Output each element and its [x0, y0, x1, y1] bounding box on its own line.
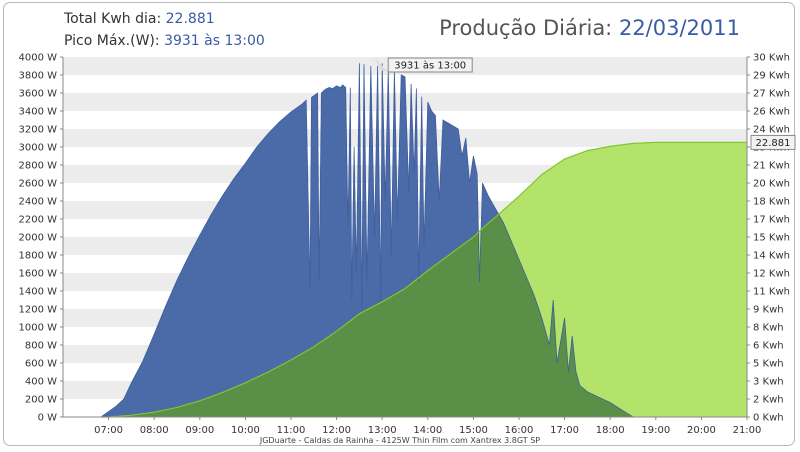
power-series-line [100, 63, 634, 418]
x-tick-label: 21:00 [733, 425, 762, 436]
y-right-tick-label: 14 Kwh [753, 251, 790, 262]
total-kwh-label: Total Kwh dia: [64, 11, 162, 27]
y-left-tick-label: 2800 W [18, 161, 57, 172]
y-left-tick-label: 1400 W [18, 287, 57, 298]
peak-tooltip-label: 3931 às 13:00 [394, 60, 466, 72]
y-right-tick-label: 6 Kwh [753, 341, 784, 352]
y-right-tick-label: 8 Kwh [753, 323, 784, 334]
y-left-tick-label: 800 W [25, 341, 57, 352]
y-right-ticks: 0 Kwh 2 Kwh 3 Kwh 5 Kwh 6 Kwh 8 Kwh 9 Kwh 11 Kw… [747, 53, 790, 424]
y-left-tick-label: 400 W [25, 377, 57, 388]
y-left-tick-label: 1800 W [18, 251, 57, 262]
x-tick-label: 19:00 [641, 425, 670, 436]
y-right-tick-label: 17 Kwh [753, 215, 790, 226]
x-axis-ticks: 07:00 08:00 09:00 10:00 11:00 12:00 13:00 14:00… [94, 417, 761, 436]
y-left-tick-label: 2600 W [18, 179, 57, 190]
y-left-tick-label: 600 W [25, 359, 57, 370]
x-tick-label: 11:00 [277, 425, 306, 436]
y-right-tick-label: 5 Kwh [753, 359, 784, 370]
peak-tooltip-box [387, 57, 473, 73]
y-left-tick-label: 3000 W [18, 143, 57, 154]
y-left-tick-label: 1200 W [18, 305, 57, 316]
x-tick-label: 16:00 [505, 425, 534, 436]
x-tick-label: 14:00 [413, 425, 442, 436]
y-left-tick-label: 1000 W [18, 323, 57, 334]
y-right-tick-label: 26 Kwh [753, 107, 790, 118]
x-tick-label: 08:00 [140, 425, 169, 436]
y-right-tick-label: 30 Kwh [753, 53, 790, 64]
x-tick-label: 10:00 [231, 425, 260, 436]
total-energy-tag-label: 22.881 [756, 138, 791, 149]
y-left-tick-label: 3600 W [18, 89, 57, 100]
y-left-tick-label: 3200 W [18, 125, 57, 136]
y-right-tick-label: 20 Kwh [753, 179, 790, 190]
y-right-tick-label: 15 Kwh [753, 233, 790, 244]
x-tick-label: 18:00 [596, 425, 625, 436]
y-right-tick-label: 11 Kwh [753, 287, 790, 298]
chart-title-label: Produção Diária: [439, 16, 613, 40]
y-right-tick-label: 12 Kwh [753, 269, 790, 280]
y-right-tick-label: 21 Kwh [753, 161, 790, 172]
y-left-tick-label: 3400 W [18, 107, 57, 118]
y-right-tick-label: 18 Kwh [753, 197, 790, 208]
y-right-tick-label: 24 Kwh [753, 125, 790, 136]
x-tick-label: 17:00 [550, 425, 579, 436]
peak-power-label: Pico Máx.(W): [64, 33, 160, 49]
y-right-tick-label: 9 Kwh [753, 305, 784, 316]
y-left-tick-label: 1600 W [18, 269, 57, 280]
chart-areas [100, 63, 747, 418]
x-tick-label: 13:00 [368, 425, 397, 436]
y-left-tick-label: 2200 W [18, 215, 57, 226]
chart-title: Produção Diária: 22/03/2011 [439, 16, 740, 40]
chart-footer: JGDuarte - Caldas da Rainha - 4125W Thin… [259, 436, 541, 445]
total-kwh-stat: Total Kwh dia: 22.881 [64, 11, 215, 27]
energy-series-line [101, 141, 747, 418]
y-right-tick-label: 29 Kwh [753, 71, 790, 82]
y-left-ticks: 0 W 200 W 400 W 600 W 800 W 1000 W 1200 W 1400 … [18, 53, 63, 424]
y-left-tick-label: 3800 W [18, 71, 57, 82]
chart-title-date: 22/03/2011 [618, 16, 740, 40]
total-kwh-value: 22.881 [165, 11, 215, 27]
peak-tooltip-pointer [374, 57, 389, 72]
y-right-tick-label: 3 Kwh [753, 377, 784, 388]
y-right-tick-label: 0 Kwh [753, 413, 784, 424]
y-left-tick-label: 4000 W [18, 53, 57, 64]
x-tick-label: 07:00 [94, 425, 123, 436]
y-left-tick-label: 2000 W [18, 233, 57, 244]
total-energy-tag-box [750, 134, 796, 150]
x-tick-label: 15:00 [459, 425, 488, 436]
peak-power-stat: Pico Máx.(W): 3931 às 13:00 [64, 33, 265, 49]
y-left-tick-label: 0 W [38, 413, 58, 424]
y-right-tick-label: 2 Kwh [753, 395, 784, 406]
x-tick-label: 09:00 [185, 425, 214, 436]
y-left-tick-label: 200 W [25, 395, 57, 406]
x-tick-label: 12:00 [322, 425, 351, 436]
chart-annotations: 3931 às 13:00 22.881 [374, 57, 796, 150]
y-left-tick-label: 2400 W [18, 197, 57, 208]
y-right-tick-label: 27 Kwh [753, 89, 790, 100]
x-tick-label: 20:00 [687, 425, 716, 436]
peak-power-value: 3931 às 13:00 [164, 33, 265, 49]
